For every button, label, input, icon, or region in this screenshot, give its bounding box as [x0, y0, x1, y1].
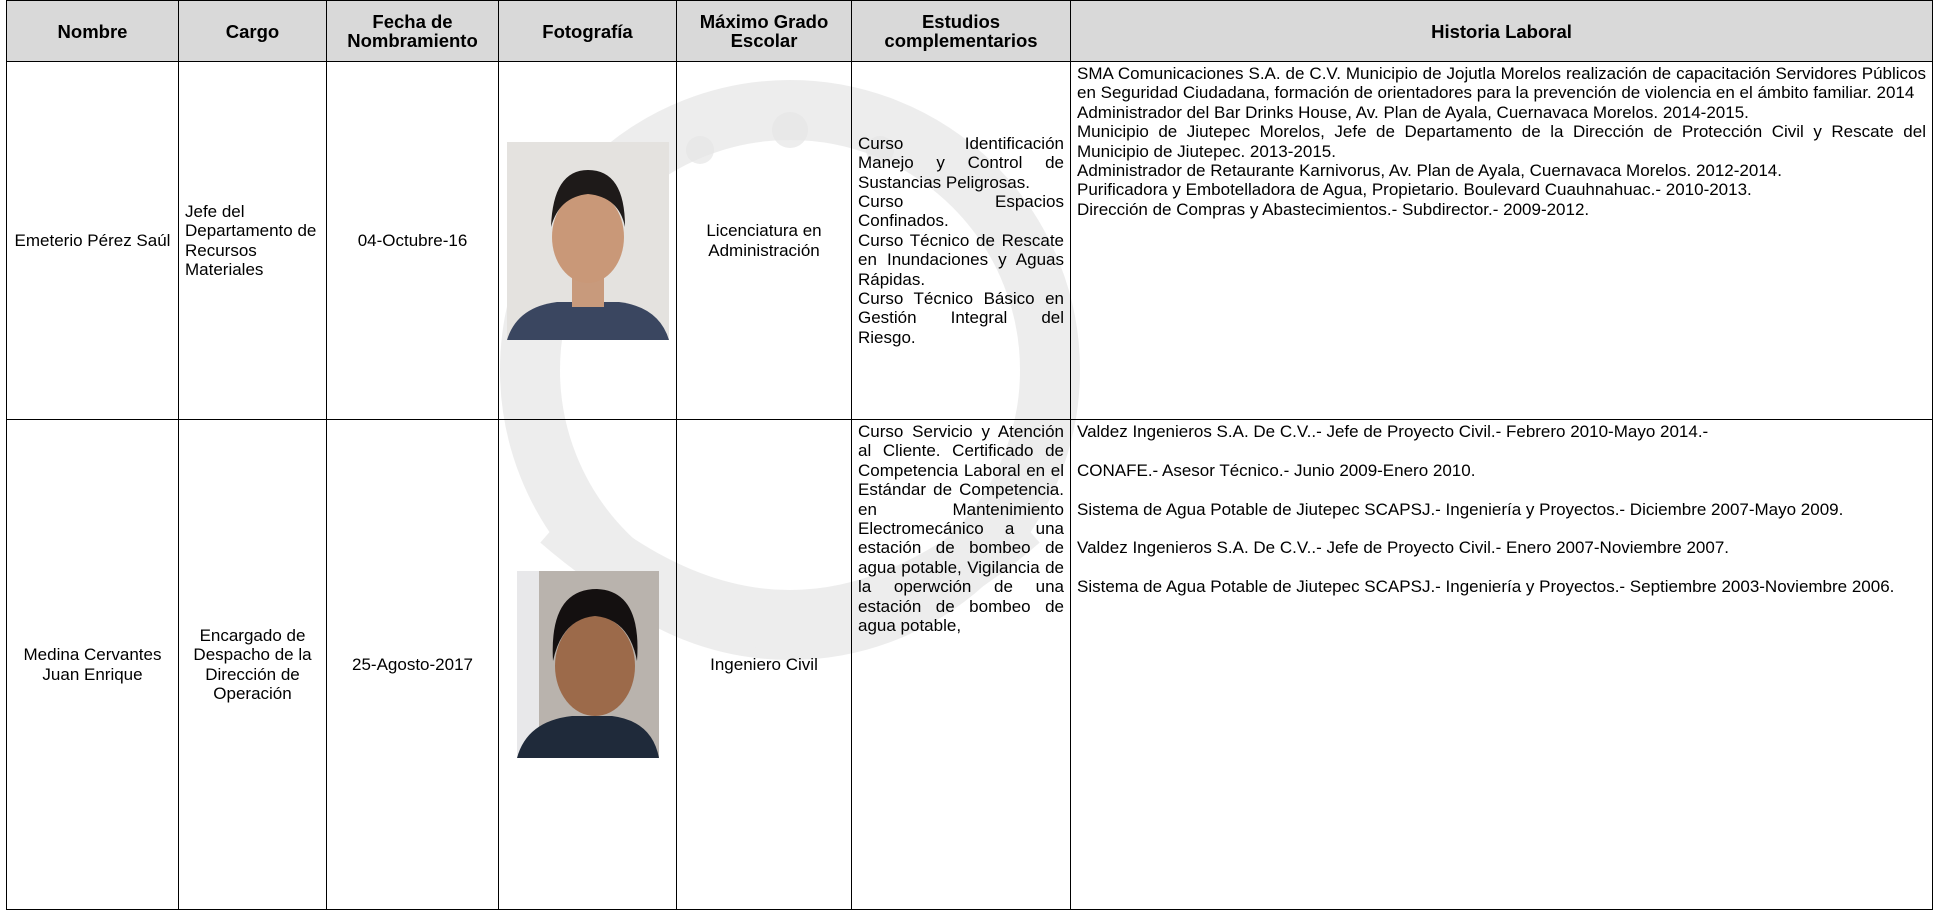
header-cell: Fotografía [498, 0, 677, 62]
historia-item: Valdez Ingenieros S.A. De C.V..- Jefe de… [1077, 538, 1730, 558]
table-row: Medina Cervantes Juan Enrique Encargado d… [6, 419, 1933, 910]
cargo-cell: Encargado de Despacho de la Dirección de… [178, 419, 327, 910]
historia-item: Valdez Ingenieros S.A. De C.V..- Jefe de… [1077, 422, 1709, 441]
historia-item: Municipio de Jiutepec Morelos, Jefe de D… [1077, 122, 1926, 161]
estudios-cell: Curso Identificación Manejo y Control de… [851, 61, 1071, 420]
header-row: Nombre Cargo Fecha de Nombramiento Fotograf… [6, 0, 1933, 62]
photo-cell [498, 61, 677, 420]
grado-cell: Ingeniero Civil [676, 419, 852, 910]
header-cell: Nombre [6, 0, 179, 62]
historia-item: Purificadora y Embotelladora de Agua, Pr… [1077, 180, 1752, 200]
header-cell: Fecha de Nombramiento [326, 0, 499, 62]
historia-item: CONAFE.- Asesor Técnico.- Junio 2009-Ene… [1077, 460, 1476, 480]
staff-table: Nombre Cargo Fecha de Nombramiento Fotograf… [6, 0, 1933, 910]
table-row: Emeterio Pérez Saúl Jefe del Departamento… [6, 61, 1933, 420]
historia-item: Administrador del Bar Drinks House, Av. … [1077, 102, 1749, 122]
photo [516, 571, 659, 758]
grado-cell: Licenciatura en Administración [676, 61, 852, 420]
nombre-cell: Medina Cervantes Juan Enrique [6, 419, 179, 910]
header-cell: Historia Laboral [1070, 0, 1933, 62]
header-cell: Estudios complementarios [851, 0, 1071, 62]
historia-cell: SMA Comunicaciones S.A. de C.V. Municipi… [1070, 61, 1933, 420]
photo [506, 141, 669, 340]
estudio-item: Curso Espacios Confinados. [858, 191, 1064, 231]
estudio-item: Curso Servicio y Atención al Cliente. Ce… [858, 422, 1064, 636]
header-cell: Cargo [178, 0, 327, 62]
fecha-cell: 04-Octubre-16 [326, 61, 499, 420]
historia-item: Dirección de Compras y Abastecimientos.-… [1077, 199, 1590, 219]
nombre-cell: Emeterio Pérez Saúl [6, 61, 179, 420]
cargo-cell: Jefe del Departamento de Recursos Materi… [178, 61, 327, 420]
historia-cell: Valdez Ingenieros S.A. De C.V..- Jefe de… [1070, 419, 1933, 910]
historia-item: Administrador de Retaurante Karnivorus, … [1077, 161, 1782, 181]
header-cell: Máximo Grado Escolar [676, 0, 852, 62]
photo-cell [498, 419, 677, 910]
estudio-item: Curso Identificación Manejo y Control de… [858, 133, 1064, 192]
estudio-item: Curso Técnico de Rescate en Inundaciones… [858, 230, 1064, 289]
historia-item: SMA Comunicaciones S.A. de C.V. Municipi… [1077, 64, 1926, 103]
estudios-cell: Curso Servicio y Atención al Cliente. Ce… [851, 419, 1071, 910]
historia-item: Sistema de Agua Potable de Jiutepec SCAP… [1077, 577, 1895, 597]
fecha-cell: 25-Agosto-2017 [326, 419, 499, 910]
historia-item: Sistema de Agua Potable de Jiutepec SCAP… [1077, 499, 1844, 519]
estudio-item: Curso Técnico Básico en Gestión Integral… [858, 289, 1064, 347]
